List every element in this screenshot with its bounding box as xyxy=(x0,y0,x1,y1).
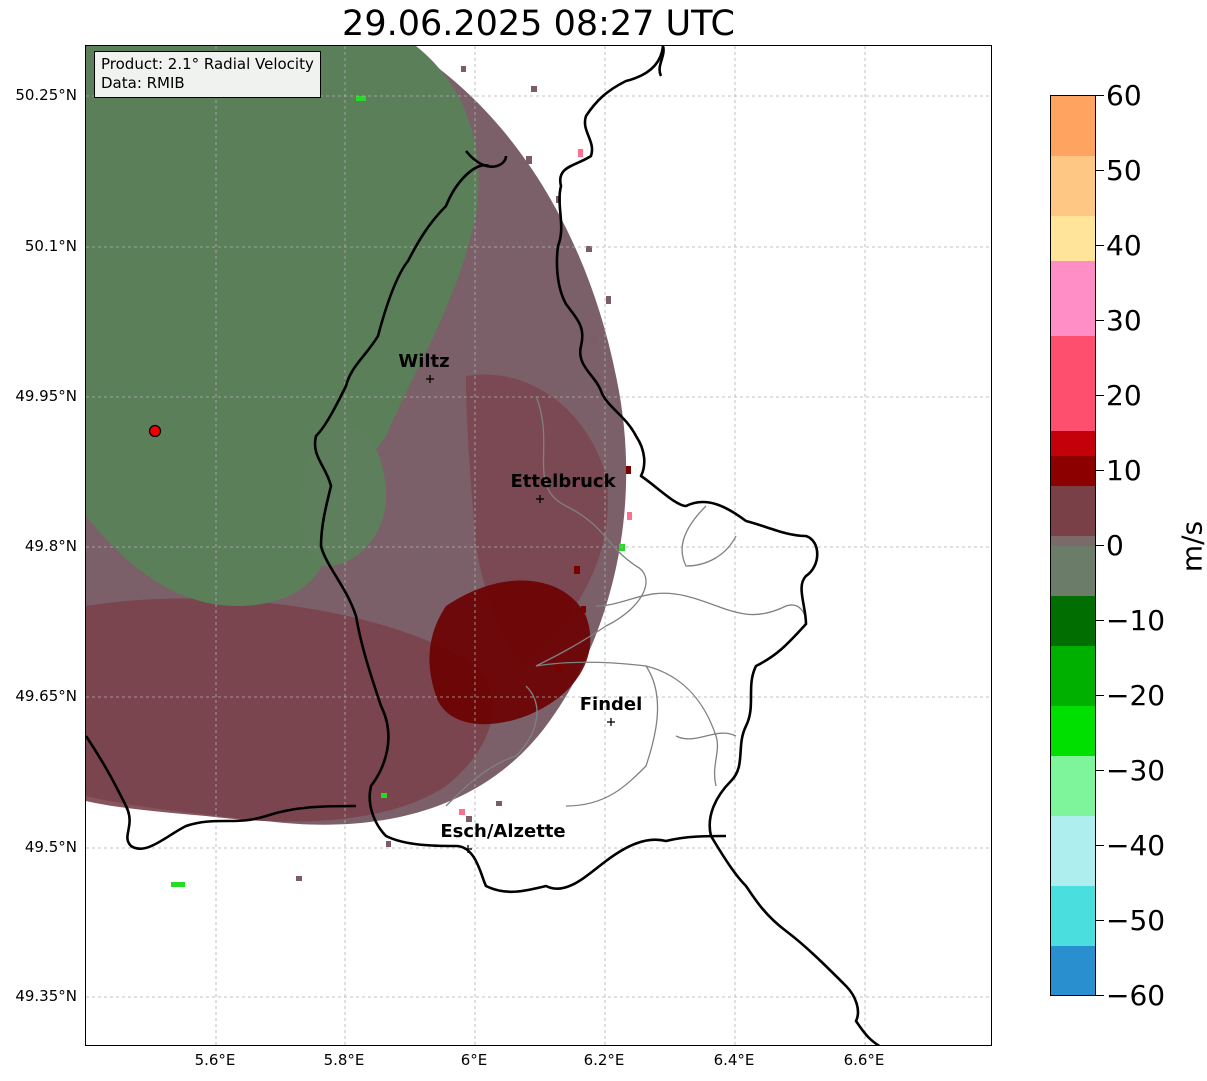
radar-site-marker xyxy=(148,424,162,438)
lat-tick-label: 49.8°N xyxy=(24,537,77,555)
colorbar-tick xyxy=(1096,545,1104,546)
colorbar-tick xyxy=(1096,95,1104,96)
city-label-ettelbruck: Ettelbruck xyxy=(510,471,616,492)
colorbar-tick-label: −10 xyxy=(1106,604,1166,637)
colorbar-tick-label: 0 xyxy=(1106,529,1124,562)
product-label: Product: 2.1° Radial Velocity xyxy=(101,55,314,73)
colorbar-tick-label: 40 xyxy=(1106,229,1142,262)
radar-inbound-green xyxy=(86,46,479,606)
radar-plot xyxy=(86,46,991,1045)
colorbar-tick xyxy=(1096,620,1104,621)
city-label-wiltz: Wiltz xyxy=(398,351,450,372)
lon-tick-label: 6.2°E xyxy=(583,1051,625,1069)
lat-tick-label: 50.1°N xyxy=(24,237,77,255)
country-borders xyxy=(86,46,881,1045)
city-label-findel: Findel xyxy=(579,694,643,715)
lat-tick-label: 50.25°N xyxy=(15,86,77,104)
colorbar-tick xyxy=(1096,245,1104,246)
lat-tick-label: 49.65°N xyxy=(15,687,77,705)
colorbar-tick-label: −60 xyxy=(1106,979,1166,1012)
lat-tick-label: 49.95°N xyxy=(15,387,77,405)
colorbar-tick xyxy=(1096,995,1104,996)
radar-speckles-red xyxy=(556,466,631,672)
colorbar xyxy=(1050,95,1096,996)
radar-map[interactable] xyxy=(85,45,992,1046)
lon-tick-label: 6.6°E xyxy=(843,1051,885,1069)
radar-speckles-pink xyxy=(459,149,632,815)
colorbar-tick-label: −20 xyxy=(1106,679,1166,712)
colorbar-tick xyxy=(1096,170,1104,171)
colorbar-tick-label: 30 xyxy=(1106,304,1142,337)
lat-tick-label: 49.5°N xyxy=(24,838,77,856)
colorbar-tick xyxy=(1096,770,1104,771)
colorbar-tick xyxy=(1096,470,1104,471)
colorbar-tick xyxy=(1096,320,1104,321)
data-source-label: Data: RMIB xyxy=(101,74,185,92)
colorbar-tick-label: 50 xyxy=(1106,154,1142,187)
colorbar-tick xyxy=(1096,845,1104,846)
radar-strong-outbound xyxy=(429,580,591,725)
colorbar-tick-label: 10 xyxy=(1106,454,1142,487)
colorbar-tick-label: −50 xyxy=(1106,904,1166,937)
lon-tick-label: 6°E xyxy=(460,1051,488,1069)
canton-borders xyxy=(445,395,807,807)
product-info-box: Product: 2.1° Radial Velocity Data: RMIB xyxy=(94,51,321,98)
colorbar-unit-label: m/s xyxy=(1175,520,1207,573)
lon-tick-label: 5.6°E xyxy=(194,1051,236,1069)
colorbar-tick xyxy=(1096,695,1104,696)
map-title: 29.06.2025 08:27 UTC xyxy=(342,4,735,44)
radar-band-red xyxy=(86,598,493,822)
colorbar-tick xyxy=(1096,395,1104,396)
colorbar-tick xyxy=(1096,920,1104,921)
radar-speckles-green xyxy=(171,96,625,887)
city-label-esch-alzette: Esch/Alzette xyxy=(440,821,566,842)
colorbar-tick-label: −30 xyxy=(1106,754,1166,787)
lon-tick-label: 6.4°E xyxy=(713,1051,755,1069)
colorbar-tick-label: 60 xyxy=(1106,79,1142,112)
city-markers xyxy=(426,375,615,853)
colorbar-tick-label: −40 xyxy=(1106,829,1166,862)
colorbar-tick-label: 20 xyxy=(1106,379,1142,412)
lat-tick-label: 49.35°N xyxy=(15,987,77,1005)
lon-tick-label: 5.8°E xyxy=(323,1051,365,1069)
